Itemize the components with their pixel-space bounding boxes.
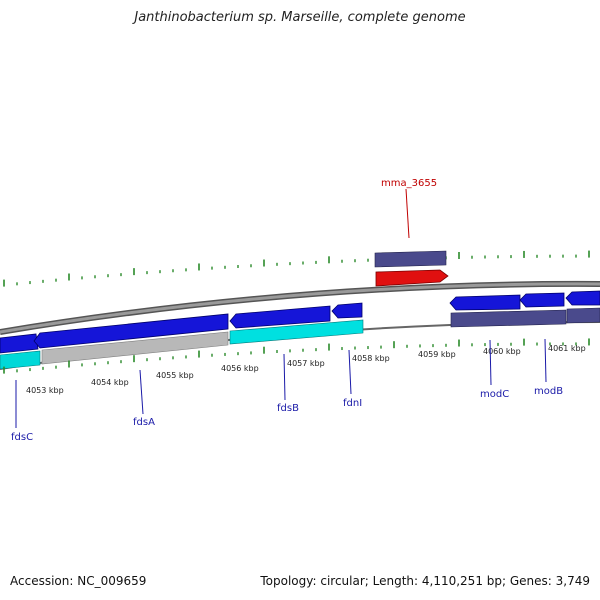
label-leaders [15,338,547,428]
gene-label-modC[interactable]: modC [480,389,509,400]
leader-modB [544,338,547,383]
accession-text: Accession: NC_009659 [10,574,147,588]
tick-label: 4060 kbp [483,347,521,356]
gene-label-modB[interactable]: modB [534,386,563,397]
upper-tick-row [3,250,590,287]
gene-label-fdsC[interactable]: fdsC [11,432,33,443]
gene-label-mma_3655[interactable]: mma_3655 [381,178,437,189]
gene-fdnI-cds[interactable] [331,302,363,319]
tick-label: 4057 kbp [287,359,325,368]
backbone [0,282,600,334]
tick-labels: 4053 kbp 4054 kbp 4055 kbp 4056 kbp 4057… [26,344,586,395]
cog-fdsB [229,319,364,345]
leader-modC [489,339,492,386]
leader-fdnI [348,349,352,395]
gene-mma_3655-rna[interactable] [375,269,449,287]
lower-tick-row [3,338,590,374]
tick-label: 4058 kbp [352,354,390,363]
cog-fdsC [0,350,41,370]
tick-label: 4055 kbp [156,371,194,380]
cog-fdsA [41,331,229,365]
cds-track [0,290,600,354]
map-title: Janthinobacterium sp. Marseille, complet… [134,10,466,25]
tick-label: 4056 kbp [221,364,259,373]
genome-summary-text: Topology: circular; Length: 4,110,251 bp… [260,574,590,588]
cog-modB [566,307,600,324]
gene-fdsA-cds[interactable] [33,313,229,349]
gene-labels: fdsC fdsA fdsB fdnI modC modB mma_3655 [11,178,563,443]
cog-mma_3655 [374,250,447,268]
leader-fdsA [139,369,144,415]
gene-label-fdnI[interactable]: fdnI [343,398,362,409]
gene-label-fdsA[interactable]: fdsA [133,417,155,428]
tick-label: 4054 kbp [91,378,129,387]
gene-next-cds[interactable] [565,290,600,306]
tick-label: 4059 kbp [418,350,456,359]
gene-fdsC-cds[interactable] [0,333,39,354]
gene-fdsB-cds[interactable] [229,305,331,329]
gene-modB-cds[interactable] [519,292,565,308]
leader-mma_3655 [405,188,410,239]
cog-track [0,307,600,370]
gene-label-fdsB[interactable]: fdsB [277,403,299,414]
gene-modC-cds[interactable] [449,294,521,311]
tick-label: 4061 kbp [548,344,586,353]
cog-modC [450,309,567,328]
leader-fdsB [283,353,286,401]
tick-label: 4053 kbp [26,386,64,395]
